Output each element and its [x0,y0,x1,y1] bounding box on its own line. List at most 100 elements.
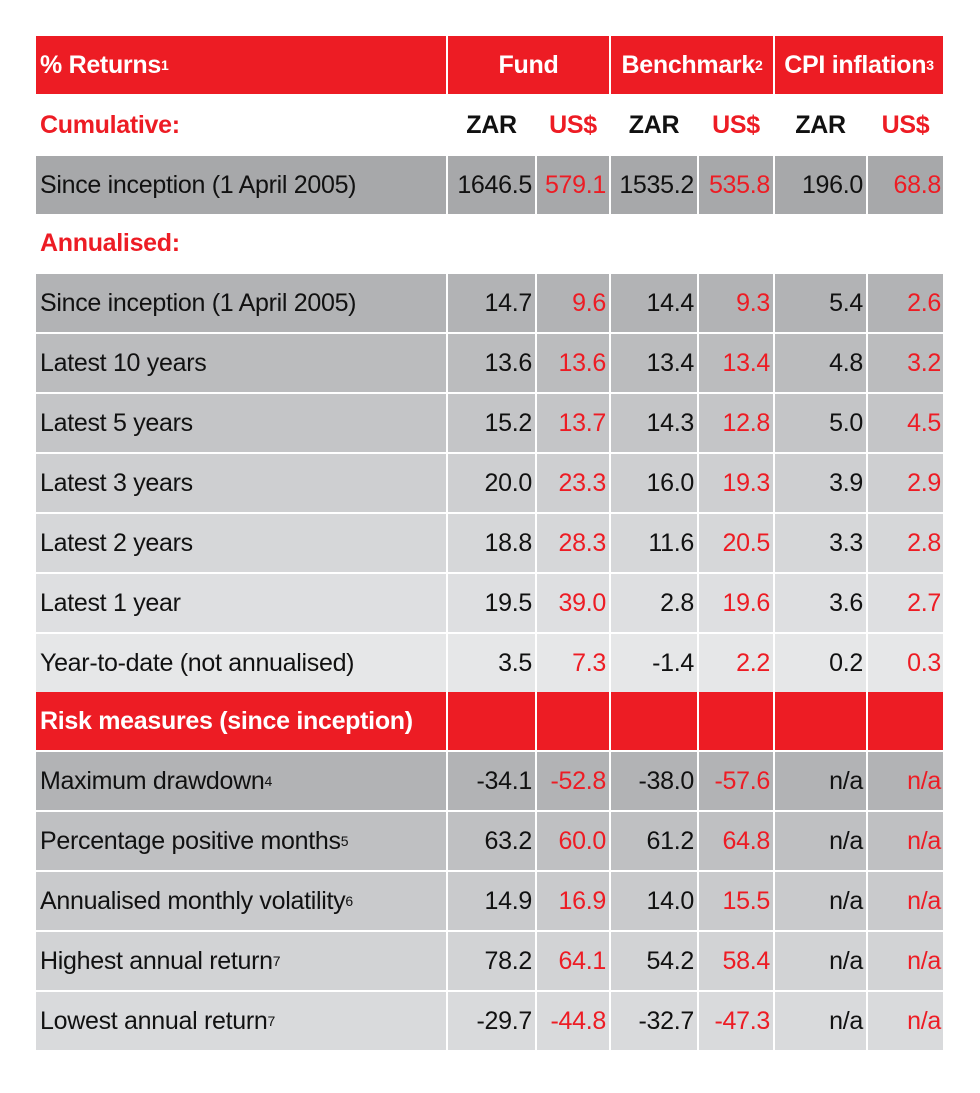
zar-value-cell: 4.8 [775,334,868,392]
usd-value-cell: 64.8 [699,812,775,870]
usd-value-cell: 2.9 [868,454,943,512]
row-label-text: Latest 10 years [40,348,207,377]
usd-value-cell: n/a [868,872,943,930]
zar-value-cell: n/a [775,752,868,810]
zar-value-cell: -38.0 [611,752,699,810]
zar-value-cell: -32.7 [611,992,699,1050]
row-label: Latest 3 years [36,454,448,512]
table-row: Latest 2 years 18.8 28.3 11.6 20.5 3.3 2.8 [36,514,943,574]
group-label: Benchmark [621,50,756,79]
row-label-text: Year-to-date (not annualised) [40,648,355,677]
zar-value-cell: 3.3 [775,514,868,572]
header-group-fund: Fund [448,36,611,94]
empty-cell [775,692,868,750]
row-label-text: Latest 1 year [40,588,181,617]
row-label-text: Since inception (1 April 2005) [40,288,357,317]
zar-value-cell: 61.2 [611,812,699,870]
zar-value-cell: 0.2 [775,634,868,692]
table-row: Since inception (1 April 2005) 14.7 9.6 14.… [36,274,943,334]
row-label-text: Latest 2 years [40,528,193,557]
risk-rows: Maximum drawdown 4 -34.1 -52.8 -38.0 -57.6 n/a… [36,752,943,1050]
zar-value-cell: -1.4 [611,634,699,692]
usd-value-cell: 4.5 [868,394,943,452]
zar-value-cell: 3.6 [775,574,868,632]
table-row: Highest annual return 7 78.2 64.1 54.2 58.4 n/… [36,932,943,992]
usd-value-cell: 2.8 [868,514,943,572]
empty-cell [537,214,611,272]
usd-value-cell: 0.3 [868,634,943,692]
empty-cell [699,214,775,272]
empty-cell [611,214,699,272]
zar-value-cell: 14.7 [448,274,537,332]
header-title: % Returns 1 [36,36,448,94]
usd-value-cell: -57.6 [699,752,775,810]
usd-value-cell: 7.3 [537,634,611,692]
usd-value-cell: 68.8 [868,156,943,214]
annualised-section-row: Annualised: [36,214,943,274]
usd-value-cell: 13.4 [699,334,775,392]
section-label-risk: Risk measures (since inception) [36,692,448,750]
cumulative-rows: Since inception (1 April 2005) 1646.5 579.… [36,156,943,214]
zar-value-cell: 5.0 [775,394,868,452]
empty-cell [448,692,537,750]
usd-value-cell: 15.5 [699,872,775,930]
zar-value-cell: 3.5 [448,634,537,692]
usd-value-cell: 13.7 [537,394,611,452]
risk-section-row: Risk measures (since inception) [36,692,943,752]
annualised-rows: Since inception (1 April 2005) 14.7 9.6 14.… [36,274,943,692]
zar-value-cell: 1535.2 [611,156,699,214]
zar-value-cell: 13.4 [611,334,699,392]
usd-value-cell: 9.3 [699,274,775,332]
table-row: Year-to-date (not annualised) 3.5 7.3 -1.4 2… [36,634,943,692]
currency-label: US$ [868,96,943,154]
zar-value-cell: 2.8 [611,574,699,632]
row-label-text: Highest annual return [40,946,273,975]
table-row: Percentage positive months 5 63.2 60.0 61.2 6… [36,812,943,872]
currency-label: US$ [537,96,611,154]
empty-cell [448,214,537,272]
zar-value-cell: 78.2 [448,932,537,990]
row-label: Latest 5 years [36,394,448,452]
row-label: Highest annual return 7 [36,932,448,990]
empty-cell [775,214,868,272]
row-label: Lowest annual return 7 [36,992,448,1050]
currency-label: US$ [699,96,775,154]
usd-value-cell: 19.3 [699,454,775,512]
row-label: Latest 1 year [36,574,448,632]
usd-value-cell: 2.2 [699,634,775,692]
row-label: Since inception (1 April 2005) [36,274,448,332]
row-label-text: Latest 3 years [40,468,193,497]
usd-value-cell: 39.0 [537,574,611,632]
row-label: Annualised monthly volatility 6 [36,872,448,930]
usd-value-cell: n/a [868,932,943,990]
zar-value-cell: -34.1 [448,752,537,810]
empty-cell [868,214,943,272]
zar-value-cell: 20.0 [448,454,537,512]
zar-value-cell: 19.5 [448,574,537,632]
usd-value-cell: 60.0 [537,812,611,870]
row-label-text: Latest 5 years [40,408,193,437]
table-row: Since inception (1 April 2005) 1646.5 579.… [36,156,943,214]
usd-value-cell: n/a [868,812,943,870]
currency-label: ZAR [611,96,699,154]
empty-cell [537,692,611,750]
row-label: Since inception (1 April 2005) [36,156,448,214]
zar-value-cell: 54.2 [611,932,699,990]
table-header-row: % Returns 1 Fund Benchmark 2 CPI inflation… [36,36,943,96]
zar-value-cell: 63.2 [448,812,537,870]
table-row: Maximum drawdown 4 -34.1 -52.8 -38.0 -57.6 n/a… [36,752,943,812]
row-label-text: Maximum drawdown [40,766,265,795]
zar-value-cell: n/a [775,932,868,990]
zar-value-cell: -29.7 [448,992,537,1050]
table-row: Latest 3 years 20.0 23.3 16.0 19.3 3.9 2.9 [36,454,943,514]
usd-value-cell: 20.5 [699,514,775,572]
zar-value-cell: 11.6 [611,514,699,572]
empty-cell [868,692,943,750]
usd-value-cell: 3.2 [868,334,943,392]
usd-value-cell: 12.8 [699,394,775,452]
usd-value-cell: 19.6 [699,574,775,632]
zar-value-cell: 14.0 [611,872,699,930]
currency-label: ZAR [448,96,537,154]
row-label: Percentage positive months 5 [36,812,448,870]
row-label: Latest 10 years [36,334,448,392]
